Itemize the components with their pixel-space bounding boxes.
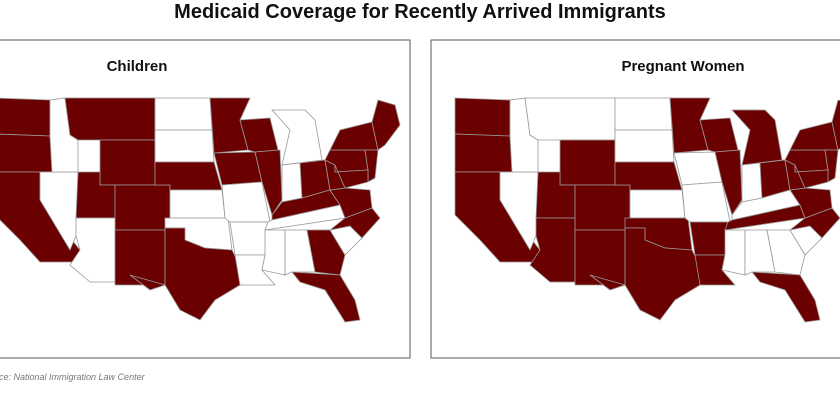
state [291, 271, 361, 323]
state [0, 133, 53, 173]
panel-title: Pregnant Women [621, 58, 744, 75]
state [114, 184, 171, 231]
state [229, 221, 269, 256]
state [614, 97, 673, 131]
state [529, 217, 576, 283]
state [454, 97, 511, 137]
state [69, 217, 116, 283]
state [629, 189, 686, 219]
state [213, 151, 263, 186]
state [169, 189, 226, 219]
state [154, 97, 213, 131]
state [329, 207, 381, 239]
map [0, 97, 401, 323]
state [741, 162, 763, 203]
state [234, 254, 276, 286]
state [114, 229, 166, 286]
state [574, 184, 631, 231]
state [371, 99, 401, 151]
state [694, 254, 736, 286]
state [721, 229, 746, 276]
state [281, 162, 303, 203]
state [261, 229, 286, 276]
state [454, 133, 513, 173]
state [0, 97, 51, 137]
state [99, 139, 156, 186]
state [681, 181, 731, 223]
state [129, 227, 241, 321]
state [154, 129, 215, 163]
state [589, 227, 701, 321]
state [614, 129, 675, 163]
state [284, 229, 316, 276]
state [559, 139, 616, 186]
state [673, 151, 723, 186]
state [221, 181, 271, 223]
state [766, 229, 806, 276]
state [714, 149, 743, 216]
state [744, 229, 776, 276]
state [524, 97, 616, 141]
map [454, 97, 840, 323]
state [689, 221, 729, 256]
title: Medicaid Coverage for Recently Arrived I… [174, 1, 666, 23]
state [574, 229, 626, 286]
panel-title: Children [107, 58, 168, 75]
state [794, 164, 829, 189]
state [306, 229, 346, 276]
state [789, 207, 840, 239]
state [831, 99, 840, 151]
state [334, 164, 369, 189]
state [254, 149, 283, 216]
state [751, 271, 821, 323]
source: Source: National Immigration Law Center [0, 372, 146, 382]
state [64, 97, 156, 141]
